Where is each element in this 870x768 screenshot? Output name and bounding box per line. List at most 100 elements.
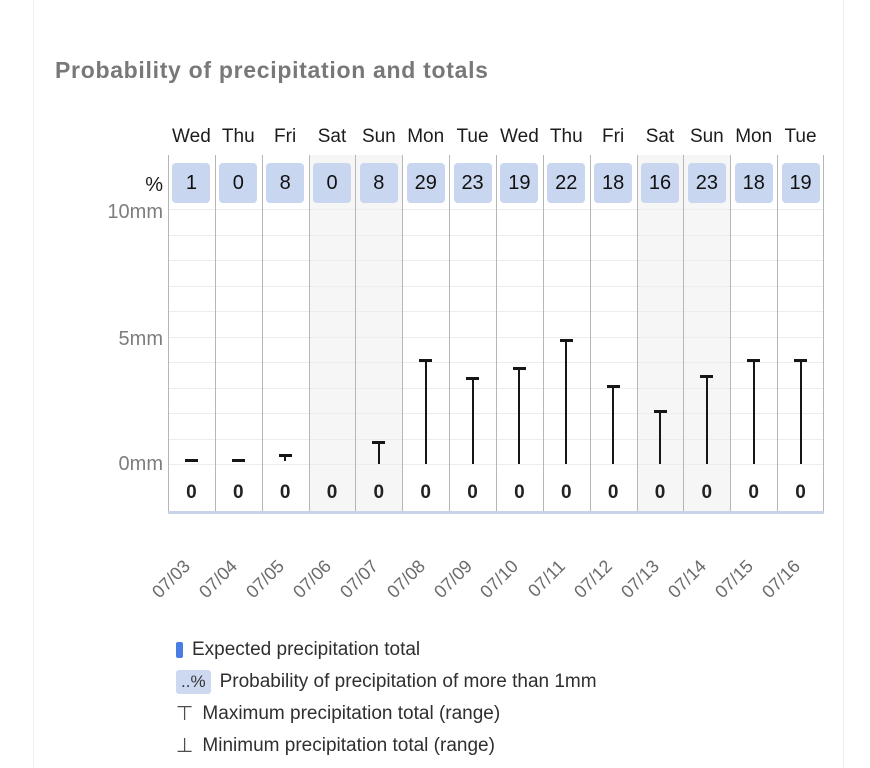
max-precipitation-cap xyxy=(747,359,761,363)
legend-item-maximum: ⊤ Maximum precipitation total (range) xyxy=(176,698,597,730)
expected-total-value: 0 xyxy=(701,482,713,503)
column-separator xyxy=(402,155,403,511)
page-title: Probability of precipitation and totals xyxy=(55,57,489,83)
precipitation-range-bar xyxy=(518,367,521,464)
probability-value-box: 1 xyxy=(172,163,211,203)
precipitation-range-bar xyxy=(799,359,802,464)
max-precipitation-cap xyxy=(231,458,245,462)
plot-bottom-border xyxy=(168,511,824,514)
legend-item-probability: ..% Probability of precipitation of more… xyxy=(176,666,597,698)
column-separator xyxy=(355,155,356,511)
expected-total-value: 0 xyxy=(186,482,197,503)
precipitation-chart-plot-area: 1 0 0 0 8 0 0 0 8 0 29 0 23 0 19 0 22 0 18 0 16 0 23 0 18 0 19 0 xyxy=(168,155,824,514)
day-label: Sun xyxy=(361,126,396,147)
max-precipitation-cap xyxy=(653,410,667,414)
percent-axis-label: % xyxy=(145,174,163,196)
probability-value-box: 22 xyxy=(547,163,586,203)
max-precipitation-cap xyxy=(606,384,620,388)
chart-legend: Expected precipitation total ..% Probabi… xyxy=(176,634,597,762)
probability-value-box: 8 xyxy=(359,163,398,203)
column-separator xyxy=(777,155,778,511)
day-column xyxy=(308,155,356,511)
day-column xyxy=(168,155,215,511)
percent-box-icon: ..% xyxy=(176,670,211,694)
expected-total-value: 0 xyxy=(232,482,244,503)
probability-value-box: 16 xyxy=(641,163,679,203)
expected-total-value: 0 xyxy=(560,482,572,503)
day-label: Sat xyxy=(645,126,675,147)
probability-value-box: 23 xyxy=(687,163,726,203)
max-precipitation-cap xyxy=(372,441,386,445)
probability-value-box: 0 xyxy=(313,163,351,203)
expected-total-value: 0 xyxy=(514,482,525,503)
precipitation-range-bar xyxy=(752,359,755,464)
column-separator xyxy=(309,155,310,511)
column-separator xyxy=(590,155,591,511)
max-precipitation-cap xyxy=(278,453,292,457)
column-separator xyxy=(496,155,497,511)
column-separator xyxy=(168,155,169,511)
max-range-icon: ⊤ xyxy=(176,703,194,725)
probability-value-box: 19 xyxy=(500,163,539,203)
y-tick-0mm: 0mm xyxy=(118,453,163,475)
precipitation-range-bar xyxy=(612,384,615,464)
expected-total-value: 0 xyxy=(373,482,385,503)
expected-total-value: 0 xyxy=(326,482,338,503)
expected-total-value: 0 xyxy=(279,482,291,503)
column-separator xyxy=(215,155,216,511)
legend-label: Probability of precipitation of more tha… xyxy=(219,671,597,692)
column-separator xyxy=(823,155,824,511)
expected-total-value: 0 xyxy=(467,482,478,503)
column-separator xyxy=(730,155,731,511)
day-label: Sat xyxy=(317,126,347,147)
legend-item-minimum: ⊥ Minimum precipitation total (range) xyxy=(176,730,597,762)
precipitation-range-bar xyxy=(377,441,380,464)
y-tick-5mm: 5mm xyxy=(118,328,163,350)
column-separator xyxy=(262,155,263,511)
precipitation-range-bar xyxy=(284,453,287,462)
precipitation-range-bar xyxy=(565,339,568,464)
day-label: Wed xyxy=(172,126,211,147)
probability-value-box: 8 xyxy=(266,163,305,203)
precipitation-range-bar xyxy=(471,377,474,464)
precipitation-range-bar xyxy=(705,374,708,464)
day-label: Tue xyxy=(784,126,817,147)
expected-total-value: 0 xyxy=(420,482,431,503)
legend-label: Maximum precipitation total (range) xyxy=(202,703,501,724)
day-label: Thu xyxy=(549,126,583,147)
day-column xyxy=(214,155,262,511)
probability-value-box: 0 xyxy=(219,163,258,203)
probability-value-box: 18 xyxy=(594,163,633,203)
panel-right-border xyxy=(843,0,844,768)
column-separator xyxy=(637,155,638,511)
precipitation-range-bar xyxy=(659,410,661,464)
day-label: Thu xyxy=(221,126,255,147)
max-precipitation-cap xyxy=(512,367,526,371)
panel-left-border xyxy=(33,0,34,768)
max-precipitation-cap xyxy=(794,359,808,363)
max-precipitation-cap xyxy=(559,339,573,343)
expected-total-value: 0 xyxy=(607,482,619,503)
day-label: Fri xyxy=(274,126,297,147)
day-label: Wed xyxy=(500,126,539,147)
min-range-icon: ⊥ xyxy=(176,735,194,757)
probability-value-box: 19 xyxy=(781,163,820,203)
expected-total-value: 0 xyxy=(654,482,666,503)
day-label: Mon xyxy=(735,126,773,147)
probability-value-box: 29 xyxy=(406,163,445,203)
legend-label: Expected precipitation total xyxy=(192,639,421,660)
day-label: Tue xyxy=(456,126,489,147)
y-tick-10mm: 10mm xyxy=(107,201,163,223)
column-separator xyxy=(683,155,684,511)
max-precipitation-cap xyxy=(419,359,433,363)
legend-item-expected-total: Expected precipitation total xyxy=(176,634,597,666)
day-label: Mon xyxy=(407,126,445,147)
probability-value-box: 23 xyxy=(453,163,492,203)
probability-value-box: 18 xyxy=(734,163,773,203)
precipitation-range-bar xyxy=(424,359,427,464)
expected-total-value: 0 xyxy=(748,482,759,503)
day-label: Sun xyxy=(689,126,724,147)
day-column xyxy=(261,155,309,511)
column-separator xyxy=(543,155,544,511)
